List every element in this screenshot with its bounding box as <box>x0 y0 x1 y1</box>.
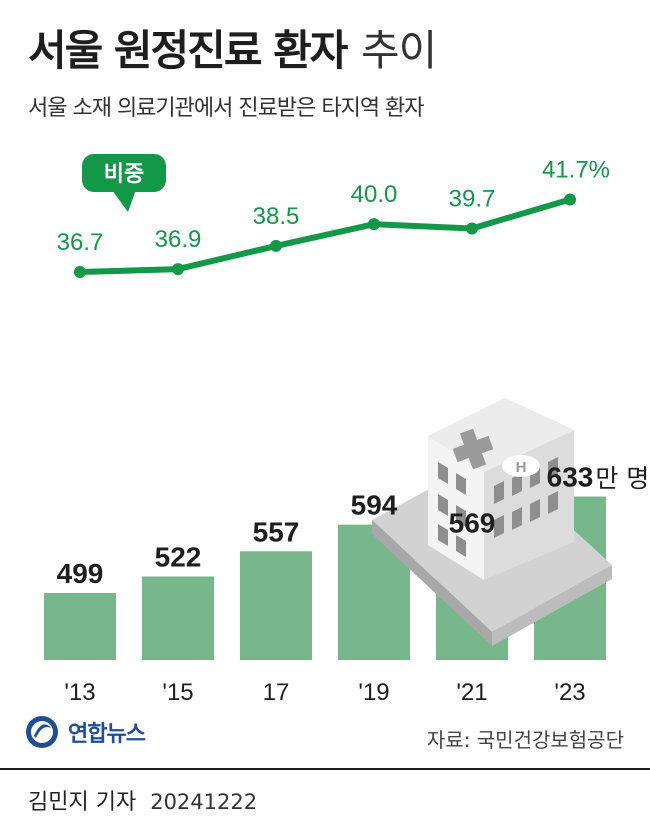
bar-value-label-0: 499 <box>57 558 104 589</box>
svg-text:H: H <box>516 459 527 476</box>
publish-date: 20241222 <box>150 790 258 814</box>
share-line <box>77 196 573 275</box>
source-note: 자료: 국민건강보험공단 <box>426 728 624 752</box>
footer-divider <box>0 768 650 770</box>
share-point-0 <box>74 266 86 278</box>
hospital-building-icon: H <box>372 398 612 646</box>
yonhap-logo-icon <box>26 716 58 748</box>
bar-0 <box>44 593 116 660</box>
bar-value-labels: 499 522 557 594 569 633 <box>57 462 594 589</box>
share-point-5 <box>564 193 576 206</box>
share-labels: 36.7 36.9 38.5 40.0 39.7 41.7% <box>57 157 610 257</box>
bar-value-label-2: 557 <box>253 516 300 547</box>
x-tick-label-0: '13 <box>64 679 95 700</box>
chart-area: H 36.7 36.9 38.5 40.0 39.7 41.7% 499 522 557 594… <box>44 154 612 700</box>
share-value-label-0: 36.7 <box>57 229 104 256</box>
share-value-label-2: 38.5 <box>253 203 300 230</box>
chart-title: 서울 원정진료 환자 추이 <box>28 24 437 78</box>
bar-1 <box>142 576 214 660</box>
yonhap-logo: 연합뉴스 <box>24 712 146 752</box>
x-tick-label-2: 17 <box>263 679 290 700</box>
bar-value-label-4: 569 <box>449 508 496 539</box>
title-main: 서울 원정진료 환자 <box>28 26 348 75</box>
x-tick-labels: '13 '15 17 '19 '21 '23 <box>64 679 585 700</box>
bar-value-label-1: 522 <box>155 541 202 572</box>
x-tick-label-4: '21 <box>456 679 487 700</box>
share-value-label-3: 40.0 <box>351 181 398 208</box>
legend-badge-label: 비중 <box>104 162 144 187</box>
legend-badge: 비중 <box>82 154 166 212</box>
bar-value-label-3: 594 <box>351 490 398 521</box>
share-point-3 <box>368 218 380 231</box>
share-value-label-4: 39.7 <box>449 186 496 213</box>
unit-label: 만 명 <box>595 463 650 493</box>
x-tick-label-5: '23 <box>554 679 585 700</box>
x-tick-label-3: '19 <box>358 679 389 700</box>
logo-text: 연합뉴스 <box>68 722 146 747</box>
chart-subtitle: 서울 소재 의료기관에서 진료받은 타지역 환자 <box>28 96 425 121</box>
share-point-2 <box>270 239 282 252</box>
share-value-label-5: 41.7% <box>542 157 610 184</box>
share-point-4 <box>466 222 478 235</box>
byline: 김민지 기자 20241222 <box>28 784 257 816</box>
share-points <box>74 193 576 278</box>
x-tick-label-1: '15 <box>162 679 193 700</box>
share-value-label-1: 36.9 <box>155 226 202 253</box>
share-point-1 <box>172 263 184 276</box>
bar-value-label-5: 633 <box>547 462 594 493</box>
reporter-name: 김민지 기자 <box>28 790 137 815</box>
bar-2 <box>240 551 312 660</box>
title-suffix: 추이 <box>361 26 437 75</box>
